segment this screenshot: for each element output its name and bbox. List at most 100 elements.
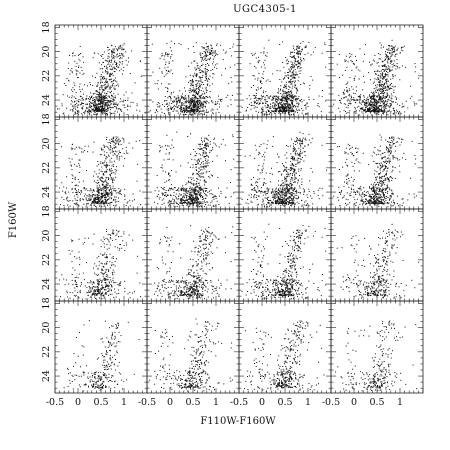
star: [200, 106, 202, 108]
star: [89, 99, 91, 101]
star: [392, 54, 394, 56]
star: [202, 111, 204, 112]
star: [295, 63, 297, 65]
star: [273, 107, 274, 109]
star: [115, 171, 117, 173]
star: [279, 79, 281, 80]
star: [81, 98, 83, 99]
star: [299, 53, 301, 55]
star: [290, 51, 292, 53]
star: [105, 184, 107, 185]
star: [123, 48, 125, 50]
star: [99, 186, 101, 188]
star: [386, 113, 387, 115]
star: [198, 85, 200, 87]
star: [181, 104, 183, 106]
star: [101, 95, 103, 97]
star: [395, 98, 397, 100]
star: [203, 105, 205, 107]
star: [380, 83, 382, 85]
star: [166, 54, 168, 56]
star: [207, 49, 209, 51]
star: [109, 161, 111, 163]
star: [101, 201, 103, 203]
star: [380, 93, 382, 94]
star: [201, 53, 203, 54]
star: [122, 53, 124, 55]
star: [165, 63, 167, 65]
star: [172, 107, 173, 109]
star: [288, 107, 290, 109]
star: [123, 138, 125, 140]
star: [209, 97, 211, 99]
star: [116, 108, 118, 110]
star: [201, 172, 203, 174]
star: [101, 100, 103, 102]
star: [269, 81, 271, 82]
star: [375, 104, 377, 106]
star: [287, 72, 288, 73]
star: [199, 203, 201, 205]
star: [285, 98, 287, 100]
star: [119, 156, 121, 158]
star: [109, 174, 111, 176]
star: [203, 156, 205, 158]
star: [98, 178, 100, 180]
star: [196, 107, 198, 109]
star: [78, 111, 80, 113]
star: [165, 196, 167, 197]
star: [383, 76, 385, 78]
star: [93, 190, 95, 192]
star: [194, 67, 196, 69]
star: [113, 144, 115, 146]
star: [192, 106, 194, 108]
star: [113, 179, 115, 181]
star: [83, 61, 85, 63]
star: [77, 191, 79, 193]
star: [183, 109, 185, 111]
star: [161, 53, 163, 54]
star: [391, 48, 393, 50]
star: [184, 188, 186, 190]
star: [74, 106, 76, 108]
star: [376, 86, 378, 88]
star: [96, 72, 98, 74]
star: [292, 72, 294, 74]
star: [101, 112, 103, 114]
star: [218, 112, 220, 113]
star: [280, 99, 282, 101]
star: [105, 68, 107, 70]
star: [82, 151, 84, 153]
star: [292, 100, 294, 102]
star: [103, 144, 105, 146]
star: [286, 59, 288, 61]
star: [338, 107, 340, 109]
star: [371, 96, 372, 98]
star: [197, 196, 199, 198]
star: [112, 151, 114, 153]
star: [286, 106, 288, 108]
star: [291, 92, 293, 94]
star: [106, 104, 108, 106]
star: [196, 99, 198, 101]
star: [199, 143, 201, 145]
star: [116, 155, 118, 157]
star: [199, 69, 201, 71]
star: [92, 108, 94, 110]
star: [197, 113, 199, 115]
star: [396, 103, 398, 105]
star: [191, 195, 193, 197]
star: [92, 196, 93, 198]
star: [364, 102, 366, 104]
star: [191, 100, 193, 102]
star: [205, 188, 207, 189]
star: [292, 51, 293, 53]
star: [162, 54, 164, 56]
star: [100, 163, 102, 165]
star: [195, 86, 197, 88]
star: [75, 108, 76, 110]
star: [190, 112, 192, 114]
star: [107, 195, 109, 197]
star: [112, 48, 114, 50]
star: [98, 197, 100, 199]
